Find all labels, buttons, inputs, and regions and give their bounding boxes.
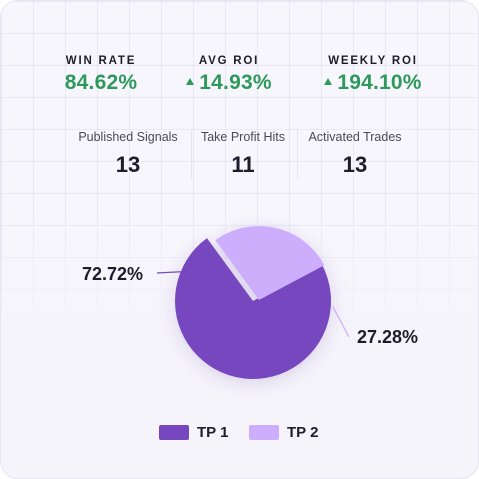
stat-label: Activated Trades bbox=[308, 130, 402, 144]
stat-divider bbox=[297, 129, 298, 179]
leader-line-2 bbox=[332, 306, 350, 338]
leader-line-1 bbox=[156, 271, 181, 274]
legend-label: TP 1 bbox=[197, 423, 229, 441]
legend-swatch bbox=[249, 424, 279, 440]
kpi-value: 84.62% bbox=[41, 71, 161, 95]
pie-slice-2[interactable] bbox=[215, 226, 325, 300]
stat-label: Published Signals bbox=[78, 130, 178, 144]
stat-value: 13 bbox=[342, 152, 368, 177]
kpi-weekly-roi: WEEKLY ROI 194.10% bbox=[299, 55, 447, 101]
legend-item-tp1[interactable]: TP 1 bbox=[159, 423, 229, 441]
stat-take-profit-hits: Take Profit Hits 11 bbox=[193, 130, 293, 180]
slice-label-tp1: 72.72% bbox=[82, 264, 144, 284]
stat-published-signals: Published Signals 13 bbox=[69, 130, 187, 180]
kpi-value-text: 84.62% bbox=[64, 71, 138, 94]
kpi-win-rate: WIN RATE 84.62% bbox=[41, 55, 161, 101]
slice-label-tp2: 27.28% bbox=[357, 327, 419, 347]
kpi-avg-roi: AVG ROI 14.93% bbox=[169, 55, 289, 101]
triangle-up-icon bbox=[186, 78, 195, 85]
kpi-label: WIN RATE bbox=[65, 55, 137, 67]
pie-slice-1[interactable] bbox=[174, 238, 331, 379]
legend-label: TP 2 bbox=[287, 423, 319, 441]
kpi-label: AVG ROI bbox=[198, 55, 260, 67]
stat-value: 13 bbox=[115, 152, 141, 177]
kpi-value-text: 14.93% bbox=[199, 71, 272, 94]
kpi-value-text: 194.10% bbox=[337, 71, 422, 94]
stat-value: 11 bbox=[231, 152, 255, 177]
stat-divider bbox=[191, 129, 192, 179]
kpi-label: WEEKLY ROI bbox=[328, 55, 418, 67]
legend-item-tp2[interactable]: TP 2 bbox=[249, 423, 319, 441]
kpi-value: 194.10% bbox=[299, 71, 447, 95]
stat-label: Take Profit Hits bbox=[200, 130, 286, 144]
kpi-value: 14.93% bbox=[169, 71, 289, 95]
triangle-up-icon bbox=[324, 78, 333, 85]
legend-swatch bbox=[159, 424, 189, 440]
stat-activated-trades: Activated Trades 13 bbox=[299, 130, 411, 180]
